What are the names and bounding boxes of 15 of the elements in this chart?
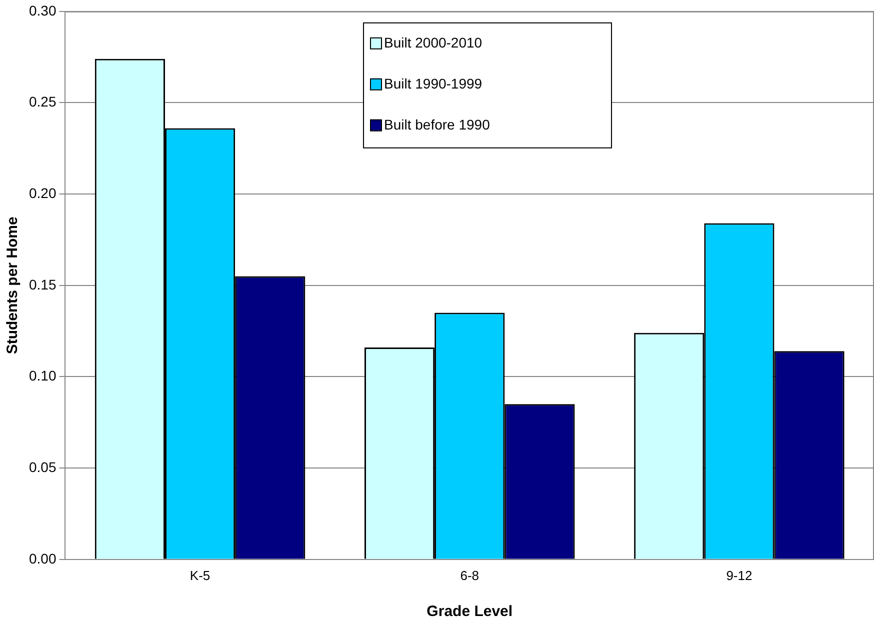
y-tick-label: 0.15 <box>29 276 56 292</box>
x-tick-label: K-5 <box>190 568 210 583</box>
x-tick-label: 6-8 <box>460 568 480 583</box>
legend-label: Built 1990-1999 <box>384 75 482 92</box>
legend-label: Built before 1990 <box>384 116 490 132</box>
y-tick-label: 0.25 <box>29 94 56 110</box>
y-tick-label: 0.05 <box>29 458 56 475</box>
y-tick-label: 0.10 <box>29 368 56 384</box>
x-tick-label: 9-12 <box>726 568 752 583</box>
y-tick-label: 0.30 <box>29 2 56 18</box>
y-tick-label: 0.20 <box>29 184 56 201</box>
y-axis-title: Students per Home <box>4 216 22 354</box>
y-tick-label: 0.00 <box>29 550 56 566</box>
x-axis-title: Grade Level <box>426 603 513 620</box>
legend-label: Built 2000-2010 <box>384 34 482 50</box>
